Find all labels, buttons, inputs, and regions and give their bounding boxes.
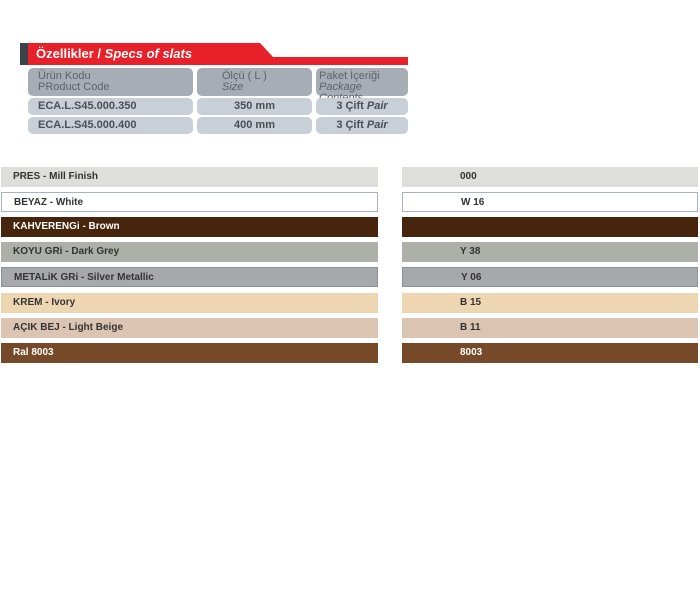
color-name-bar: KAHVERENGi - Brown [1, 217, 378, 238]
title-tr: Özellikler / [36, 46, 105, 61]
title-en: Specs of slats [104, 46, 193, 61]
col-header-code: Ürün Kodu PRoduct Code [28, 68, 193, 96]
color-code-bar: 000 [402, 167, 698, 187]
color-name-bar: PRES - Mill Finish [1, 167, 378, 187]
product-size: 350 mm [197, 98, 312, 115]
col-en: Size [222, 81, 244, 93]
col-tr: Paket İçeriği [319, 70, 380, 82]
color-name-bar: BEYAZ - White [1, 192, 378, 213]
color-code-bar: W 16 [402, 192, 698, 213]
pack-count: 3 Çift [336, 119, 367, 131]
color-name-bar: Ral 8003 [1, 342, 378, 363]
pack-count: 3 Çift [336, 100, 367, 112]
product-code: ECA.L.S45.000.350 [28, 98, 193, 115]
color-code-bar: B 15 [402, 292, 698, 313]
color-code-bar: Y 06 [402, 267, 698, 288]
color-code-bar: B 11 [402, 317, 698, 338]
color-name-bar: AÇIK BEJ - Light Beige [1, 317, 378, 338]
color-code-bar: Y 38 [402, 242, 698, 263]
col-header-size: Ölçü ( L ) Size [197, 68, 312, 96]
header-red-tab [28, 43, 273, 65]
header-tab-accent [20, 43, 28, 65]
color-name-bar: KREM - Ivory [1, 292, 378, 313]
header-red-line [270, 57, 408, 65]
col-tr: Ölçü ( L ) [222, 70, 267, 82]
col-en: PRoduct Code [38, 81, 110, 93]
section-title: Özellikler / Specs of slats [36, 46, 192, 61]
pack-unit: Pair [366, 100, 388, 112]
color-name-bar: KOYU GRi - Dark Grey [1, 242, 378, 263]
product-code: ECA.L.S45.000.400 [28, 117, 193, 134]
package-contents: 3 Çift Pair [316, 117, 408, 134]
product-size: 400 mm [197, 117, 312, 134]
pack-unit: Pair [366, 119, 388, 131]
color-code-bar: 8003 [402, 342, 698, 363]
col-tr: Ürün Kodu [38, 70, 91, 82]
color-name-bar: METALiK GRi - Silver Metallic [1, 267, 378, 288]
color-code-bar [402, 217, 698, 238]
package-contents: 3 Çift Pair [316, 98, 408, 115]
